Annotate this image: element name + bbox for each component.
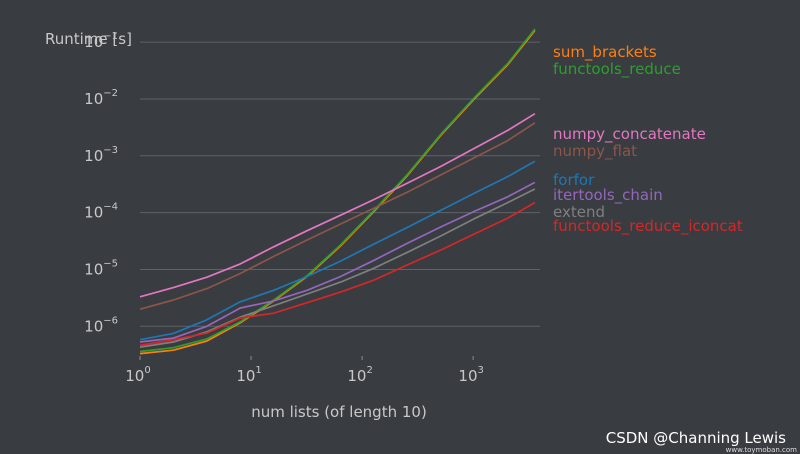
y-axis-ticks: 10−6 10−5 10−4 10−3 10−2 10−1 bbox=[84, 31, 118, 335]
legend-label-forfor: forfor bbox=[553, 171, 595, 189]
watermark-small: www.toymoban.com bbox=[726, 446, 798, 454]
series-line-functools-reduce bbox=[139, 28, 536, 353]
legend-label-functools-reduce-iconcat: functools_reduce_iconcat bbox=[553, 217, 743, 236]
series-line-numpy-flat bbox=[139, 122, 536, 311]
legend-label-extend: extend bbox=[553, 203, 605, 221]
x-tick-label: 101 bbox=[236, 365, 261, 385]
series-line-extend bbox=[139, 188, 536, 348]
y-tick-label: 10−4 bbox=[84, 202, 118, 222]
legend-label-itertools-chain: itertools_chain bbox=[553, 186, 663, 205]
legend-label-numpy-concatenate: numpy_concatenate bbox=[553, 125, 706, 144]
y-axis-title: Runtime [s] bbox=[45, 30, 132, 48]
legend-label-numpy-flat: numpy_flat bbox=[553, 142, 637, 161]
legend-label-sum-brackets: sum_brackets bbox=[553, 43, 657, 62]
y-tick-label: 10−3 bbox=[84, 145, 118, 165]
x-tick-label: 102 bbox=[347, 365, 372, 385]
y-tick-label: 10−5 bbox=[84, 258, 118, 278]
y-tick-label: 10−2 bbox=[84, 88, 118, 108]
watermark: CSDN @Channing Lewis bbox=[606, 429, 786, 447]
y-tick-label: 10−6 bbox=[84, 315, 118, 335]
legend-label-functools-reduce: functools_reduce bbox=[553, 60, 681, 79]
series-lines bbox=[139, 28, 536, 355]
x-axis-ticks: 100 101 102 103 bbox=[125, 356, 484, 385]
series-line-numpy-concatenate bbox=[139, 112, 536, 298]
x-tick-label: 103 bbox=[458, 365, 483, 385]
series-line-functools-reduce-iconcat bbox=[139, 201, 536, 347]
x-tick-label: 100 bbox=[125, 365, 150, 385]
grid-lines bbox=[140, 41, 540, 327]
x-axis-title: num lists (of length 10) bbox=[251, 403, 427, 421]
y-tick-label: 10−1 bbox=[84, 31, 118, 51]
series-line-itertools-chain bbox=[139, 181, 536, 343]
series-line-forfor bbox=[139, 160, 536, 341]
